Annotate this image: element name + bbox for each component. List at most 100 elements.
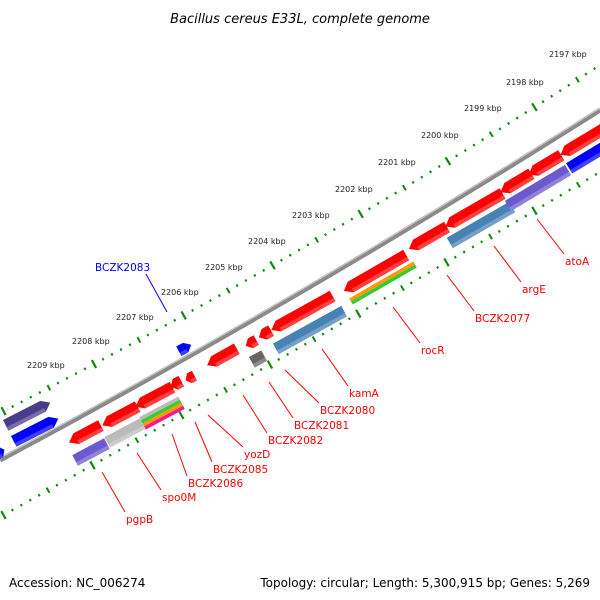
tick-mark (28, 498, 32, 502)
tick-mark (306, 243, 310, 247)
tick-marks (0, 67, 598, 520)
gene-feature-multi[interactable] (139, 396, 185, 430)
tick-mark (90, 359, 98, 369)
gene-feature[interactable] (497, 168, 535, 198)
tick-mark (82, 468, 86, 472)
tick-mark (462, 250, 466, 254)
gene-feature[interactable] (168, 375, 185, 392)
tick-mark (126, 443, 130, 447)
tick-mark (443, 257, 450, 267)
gene-label[interactable]: BCZK2086 (188, 478, 243, 490)
tick-mark (567, 83, 571, 87)
tick-mark (488, 131, 494, 138)
gene-label[interactable]: BCZK2081 (294, 420, 349, 432)
gene-feature[interactable] (243, 335, 259, 350)
gene-label[interactable]: pgpB (126, 514, 153, 526)
gene-feature[interactable] (268, 290, 336, 335)
tick-mark (541, 204, 545, 208)
gene-feature[interactable] (341, 249, 410, 296)
gene-feature[interactable] (176, 340, 194, 357)
tick-mark (376, 201, 380, 206)
tick-mark (64, 478, 68, 482)
tick-mark (367, 207, 371, 211)
tick-mark (46, 384, 52, 391)
gene-feature[interactable] (104, 418, 146, 448)
tick-mark (420, 175, 424, 179)
gene-feature[interactable] (183, 370, 197, 385)
label-connector (268, 381, 294, 419)
gene-label[interactable]: BCZK2085 (213, 464, 268, 476)
tick-mark (56, 381, 60, 385)
gene-label[interactable]: spo0M (162, 492, 196, 504)
kbp-label: 2203 kbp (292, 211, 330, 220)
label-connector (194, 421, 213, 463)
gene-feature[interactable] (557, 123, 600, 160)
tick-mark (262, 268, 266, 272)
tick-mark (117, 448, 121, 452)
tick-mark (20, 400, 24, 404)
tick-mark (383, 296, 387, 300)
gene-feature[interactable] (248, 350, 268, 368)
tick-mark (593, 67, 597, 71)
tick-mark (253, 273, 257, 277)
tick-mark (269, 260, 276, 270)
tick-mark (575, 181, 581, 188)
gene-feature[interactable] (442, 188, 506, 231)
gene-feature[interactable] (526, 150, 565, 180)
tick-mark (0, 510, 7, 520)
kbp-label: 2209 kbp (27, 361, 65, 370)
gene-feature[interactable] (0, 444, 7, 460)
gene-feature[interactable] (204, 343, 240, 371)
tick-mark (11, 405, 15, 409)
tick-mark (497, 229, 501, 233)
tick-mark (531, 102, 538, 112)
gene-feature[interactable] (272, 305, 348, 355)
tick-mark (266, 360, 274, 369)
gene-label[interactable]: BCZK2080 (320, 405, 375, 417)
label-connector (536, 218, 565, 255)
gene-label[interactable]: atoA (565, 256, 590, 268)
gene-label[interactable]: yozD (244, 449, 270, 461)
tick-mark (146, 333, 150, 337)
kbp-label: 2197 kbp (549, 50, 587, 59)
tick-mark (429, 170, 433, 174)
label-connector (136, 452, 162, 491)
gene-feature[interactable] (3, 397, 53, 431)
gene-feature[interactable] (566, 140, 600, 174)
tick-mark (0, 406, 7, 416)
gene-feature[interactable] (133, 381, 176, 412)
tick-mark (108, 453, 112, 457)
kbp-label: 2204 kbp (248, 237, 286, 246)
gene-feature[interactable] (256, 325, 275, 342)
gene-feature[interactable] (72, 438, 110, 466)
gene-label[interactable]: BCZK2082 (268, 435, 323, 447)
tick-mark (134, 437, 140, 444)
tick-mark (19, 503, 23, 507)
tick-mark (585, 178, 589, 182)
gene-feature[interactable] (66, 420, 104, 447)
gene-label[interactable]: argE (522, 284, 546, 296)
kbp-label: 2199 kbp (464, 104, 502, 113)
tick-mark (394, 191, 398, 195)
gene-feature[interactable] (100, 401, 141, 430)
label-connector (242, 394, 268, 434)
gene-feature[interactable] (504, 164, 572, 212)
kbp-label: 2207 kbp (116, 313, 154, 322)
tick-mark (233, 383, 236, 387)
tick-mark (348, 317, 351, 321)
tick-mark (191, 308, 195, 312)
tick-mark (321, 332, 325, 336)
gene-label[interactable]: BCZK2077 (475, 313, 530, 325)
gene-feature-multi[interactable] (349, 261, 417, 305)
label-connector (284, 369, 320, 404)
kbp-label: 2201 kbp (378, 158, 416, 167)
tick-mark (119, 348, 123, 352)
tick-mark (110, 352, 114, 356)
gene-label-reverse[interactable]: BCZK2083 (95, 262, 150, 274)
gene-feature[interactable] (446, 201, 516, 249)
gene-label[interactable]: kamA (349, 388, 380, 400)
gene-label[interactable]: rocR (421, 345, 445, 357)
tick-mark (332, 227, 336, 232)
gene-feature[interactable] (406, 221, 451, 254)
gene-feature[interactable] (11, 413, 61, 447)
